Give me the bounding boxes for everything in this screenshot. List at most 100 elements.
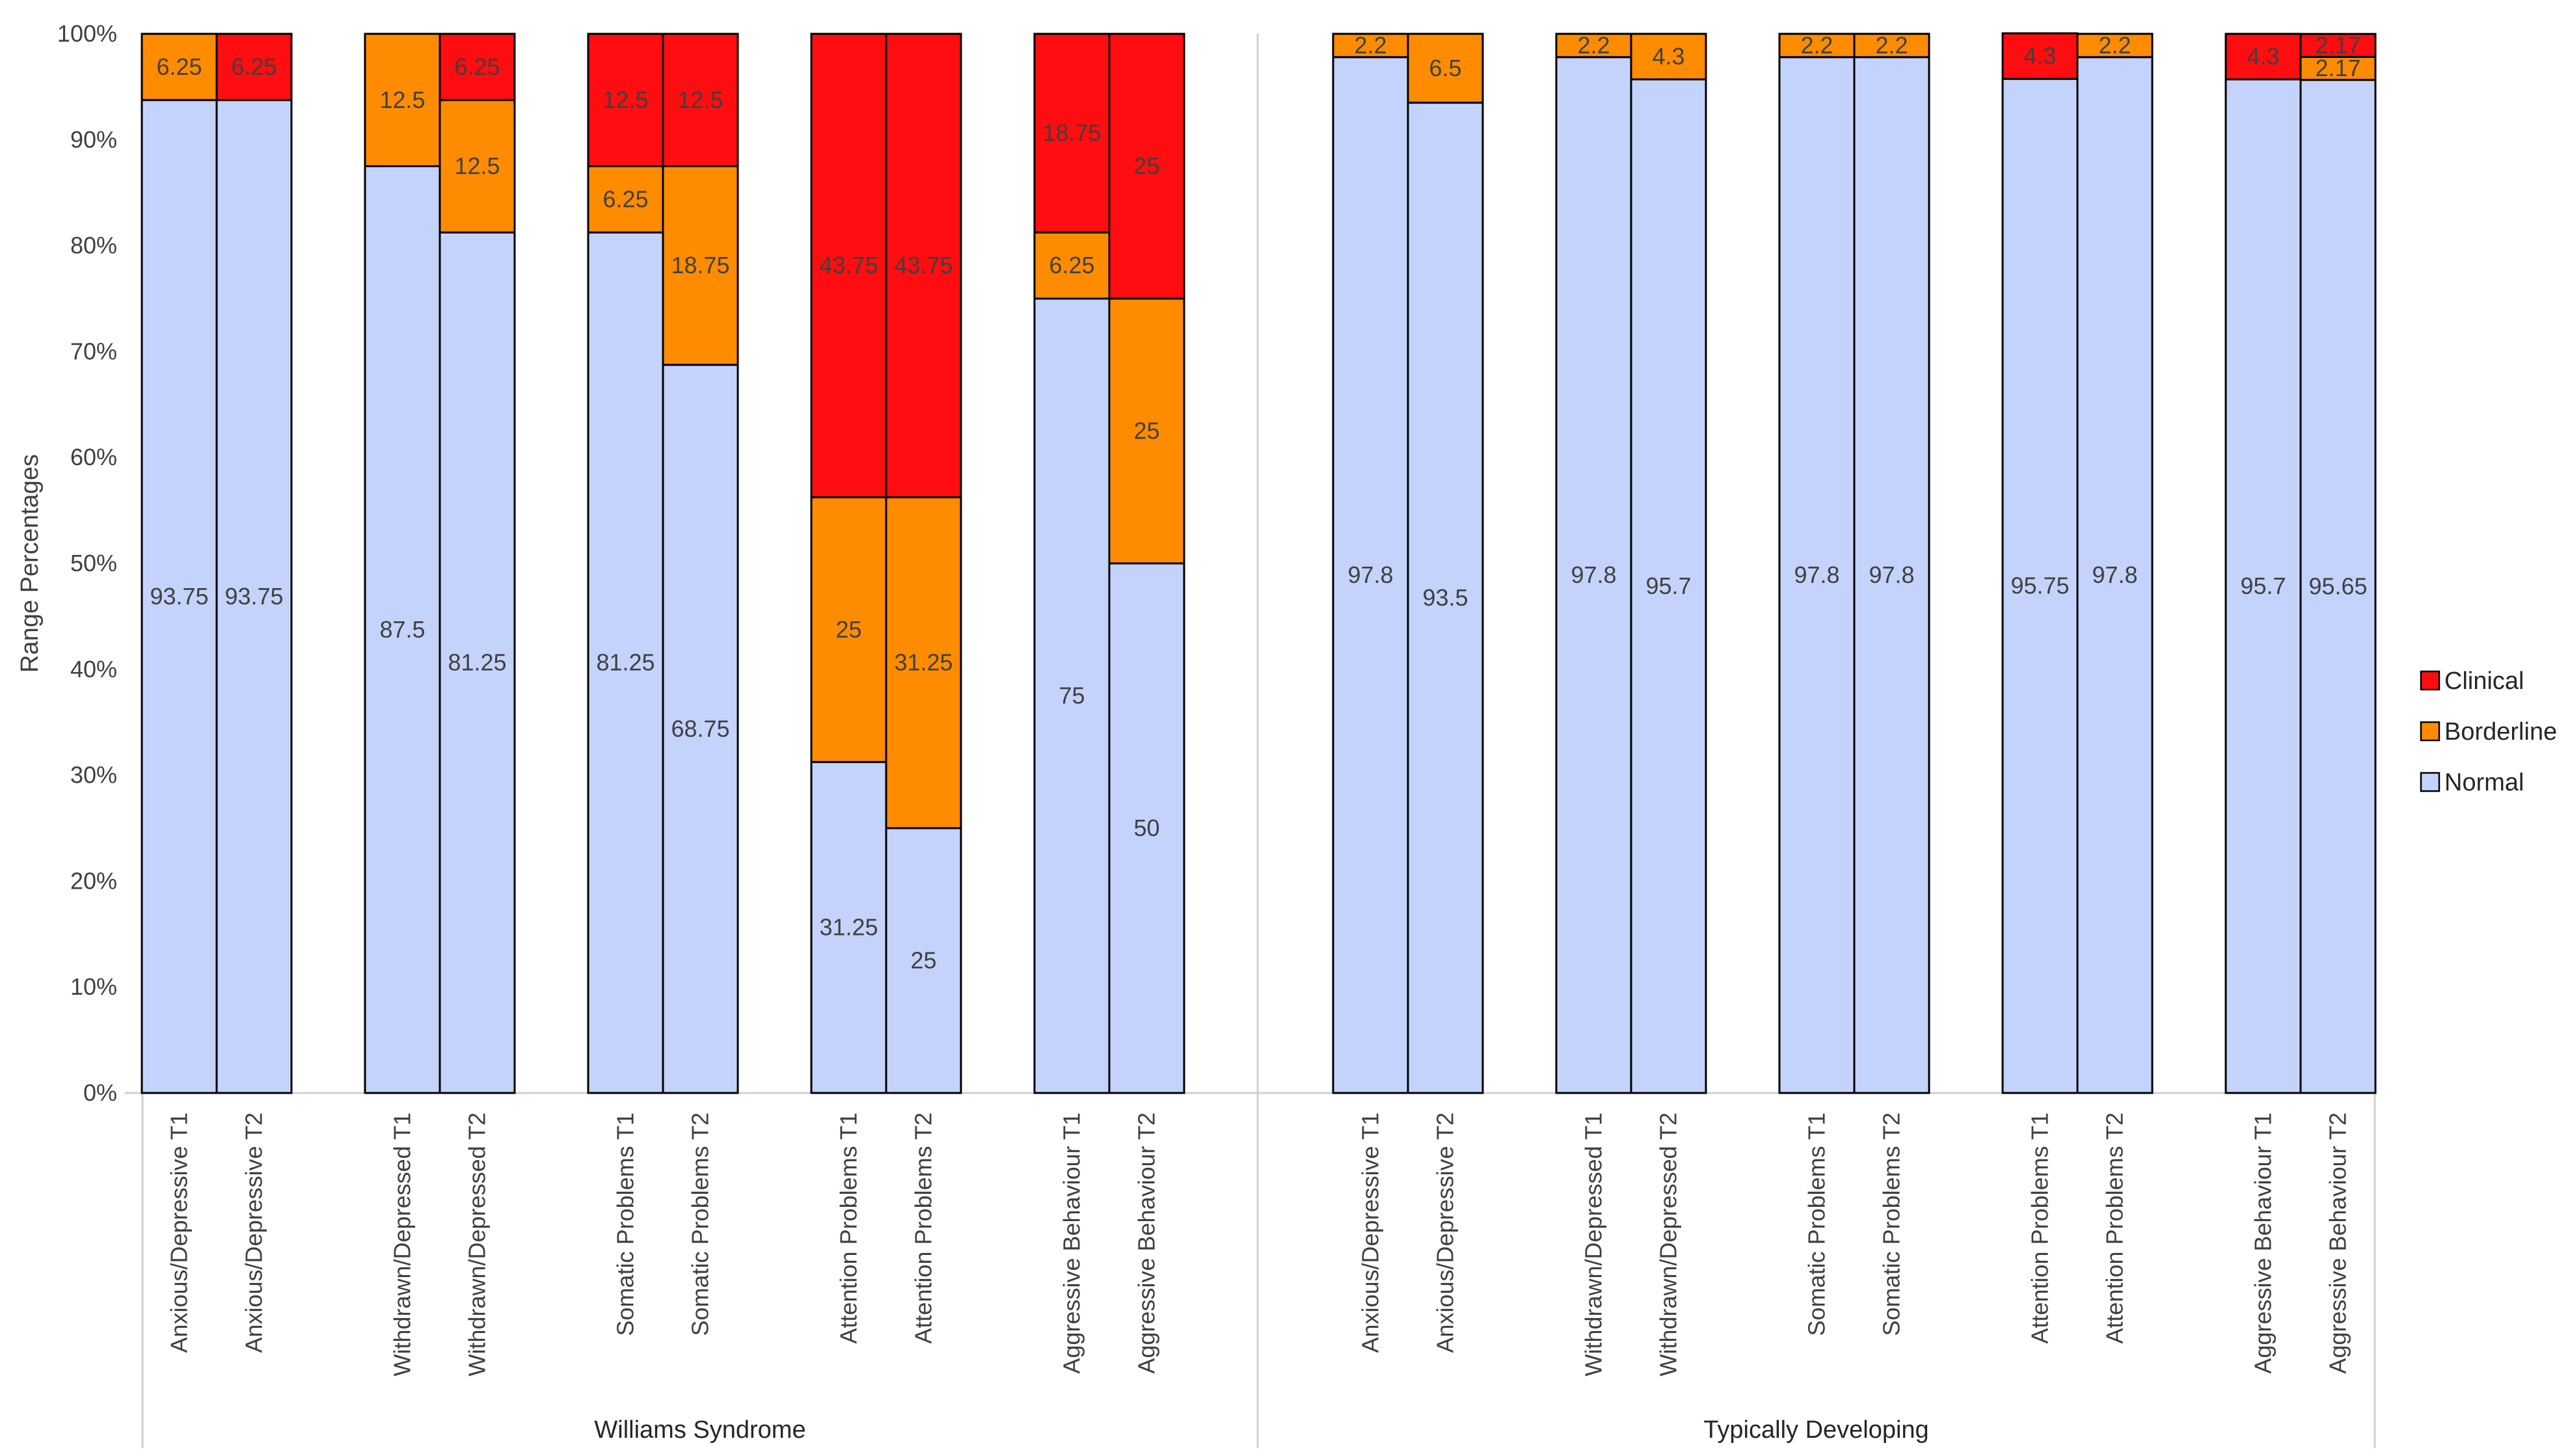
- data-label-clinical: 12.5: [677, 87, 723, 113]
- legend-label-clinical: Clinical: [2444, 667, 2524, 695]
- data-label-borderline: 6.25: [602, 185, 648, 212]
- data-label-normal: 97.8: [1571, 561, 1616, 588]
- data-label-borderline: 12.5: [379, 87, 425, 113]
- bar-segment-normal: [2076, 56, 2154, 1094]
- bar-segment-borderline: [885, 496, 962, 829]
- data-label-borderline: 18.75: [671, 252, 729, 278]
- y-tick-label: 60%: [70, 444, 117, 470]
- legend-label-normal: Normal: [2444, 769, 2524, 796]
- category-label: Anxious/Depressive T2: [1432, 1112, 1459, 1353]
- bar-segment-normal: [1108, 562, 1185, 1094]
- category-label: Somatic Problems T2: [687, 1112, 714, 1336]
- category-label: Aggressive Behaviour T2: [1133, 1112, 1160, 1374]
- data-label-normal: 93.75: [224, 583, 283, 610]
- y-tick-label: 30%: [70, 762, 117, 789]
- group-label: Williams Syndrome: [594, 1416, 805, 1444]
- bar-segment-borderline: [439, 99, 516, 234]
- y-tick-label: 20%: [70, 867, 117, 894]
- data-label-normal: 75: [1059, 682, 1085, 709]
- group-label: Typically Developing: [1703, 1416, 1928, 1444]
- category-label: Aggressive Behaviour T1: [1059, 1112, 1085, 1374]
- data-label-normal: 97.8: [1869, 561, 1914, 588]
- bar-segment-borderline: [1332, 33, 1409, 59]
- data-label-normal: 95.7: [1645, 573, 1691, 599]
- data-label-normal: 97.8: [2092, 561, 2137, 588]
- legend: Clinical Borderline Normal: [2420, 667, 2557, 796]
- y-tick-label: 0%: [83, 1079, 117, 1106]
- bar-segment-clinical: [1108, 33, 1185, 300]
- category-label: Somatic Problems T1: [612, 1112, 639, 1336]
- bar-segment-clinical: [2299, 33, 2377, 58]
- data-label-clinical: 2.17: [2315, 32, 2360, 59]
- category-label: Withdrawn/Depressed T1: [1580, 1112, 1607, 1377]
- category-label: Somatic Problems T2: [1878, 1112, 1905, 1336]
- category-label: Aggressive Behaviour T2: [2325, 1112, 2351, 1374]
- bars: [141, 32, 2377, 1094]
- data-label-clinical: 12.5: [602, 87, 648, 113]
- data-label-borderline: 6.5: [1429, 55, 1461, 81]
- bar-segment-normal: [2001, 77, 2079, 1094]
- category-label: Aggressive Behaviour T1: [2250, 1112, 2277, 1374]
- bar-segment-clinical: [215, 33, 293, 101]
- bar-segment-clinical: [885, 33, 962, 498]
- bar-segment-normal: [2224, 78, 2302, 1094]
- bar-segment-clinical: [1033, 33, 1111, 234]
- category-label: Somatic Problems T1: [1804, 1112, 1830, 1336]
- bar-segment-clinical: [587, 33, 664, 167]
- bar-segment-normal: [662, 364, 739, 1094]
- bar-segment-borderline: [1853, 33, 1930, 59]
- y-tick-label: 90%: [70, 126, 117, 153]
- data-label-clinical: 4.3: [2023, 42, 2056, 69]
- bar-segment-normal: [1853, 56, 1930, 1094]
- data-label-borderline: 31.25: [894, 649, 953, 676]
- bar-segment-borderline: [2076, 33, 2154, 59]
- data-label-clinical: 6.25: [231, 53, 277, 80]
- data-label-normal: 25: [910, 947, 936, 974]
- bar-segment-normal: [141, 99, 218, 1094]
- data-label-borderline: 2.2: [1800, 32, 1833, 59]
- data-label-normal: 81.25: [596, 649, 655, 676]
- category-label: Anxious/Depressive T2: [241, 1112, 267, 1353]
- legend-swatch-normal: [2420, 772, 2440, 792]
- data-label-normal: 50: [1133, 815, 1159, 841]
- category-label: Anxious/Depressive T1: [166, 1112, 193, 1353]
- bar-segment-borderline: [1108, 297, 1185, 565]
- data-label-normal: 97.8: [1347, 561, 1393, 588]
- data-label-normal: 87.5: [379, 616, 425, 643]
- data-label-normal: 95.65: [2308, 573, 2367, 599]
- bar-segment-normal: [364, 165, 441, 1094]
- data-label-borderline: 25: [1133, 418, 1159, 444]
- bar-segment-normal: [1407, 101, 1484, 1094]
- bar-segment-borderline: [587, 165, 664, 234]
- category-label: Attention Problems T1: [2027, 1112, 2053, 1344]
- bar-segment-normal: [587, 231, 664, 1094]
- bar-segment-normal: [1630, 78, 1707, 1094]
- data-label-borderline: 2.17: [2315, 55, 2360, 81]
- data-label-clinical: 18.75: [1042, 120, 1101, 146]
- bar-segment-clinical: [439, 33, 516, 101]
- category-label: Attention Problems T2: [2102, 1112, 2128, 1344]
- bar-segment-clinical: [2224, 33, 2302, 81]
- bar-segment-normal: [1778, 56, 1856, 1094]
- data-label-normal: 31.25: [819, 914, 878, 941]
- data-label-clinical: 43.75: [894, 252, 953, 278]
- data-label-normal: 93.75: [150, 583, 208, 610]
- bar-segment-normal: [810, 761, 887, 1094]
- data-label-normal: 95.7: [2240, 573, 2286, 599]
- y-tick-label: 40%: [70, 656, 117, 682]
- category-label: Anxious/Depressive T1: [1357, 1112, 1384, 1353]
- data-label-normal: 81.25: [448, 649, 506, 676]
- bar-segment-clinical: [810, 33, 887, 498]
- data-label-borderline: 12.5: [454, 153, 500, 180]
- data-label-normal: 97.8: [1794, 561, 1839, 588]
- axes: 0% 10% 20% 30% 40% 50% 60% 70% 80% 90% 100%: [57, 20, 2376, 1448]
- category-label: Attention Problems T2: [910, 1112, 937, 1344]
- category-label: Withdrawn/Depressed T2: [464, 1112, 491, 1377]
- y-tick-label: 50%: [70, 550, 117, 576]
- legend-swatch-clinical: [2420, 670, 2440, 691]
- y-axis-title: Range Percentages: [16, 454, 44, 673]
- data-labels: 93.75 6.25 93.75 6.25 87.5 12.5 81.25 12.5 6.25 8…: [150, 32, 2367, 974]
- data-label-borderline: 6.25: [1049, 252, 1094, 278]
- bar-segment-normal: [1555, 56, 1632, 1094]
